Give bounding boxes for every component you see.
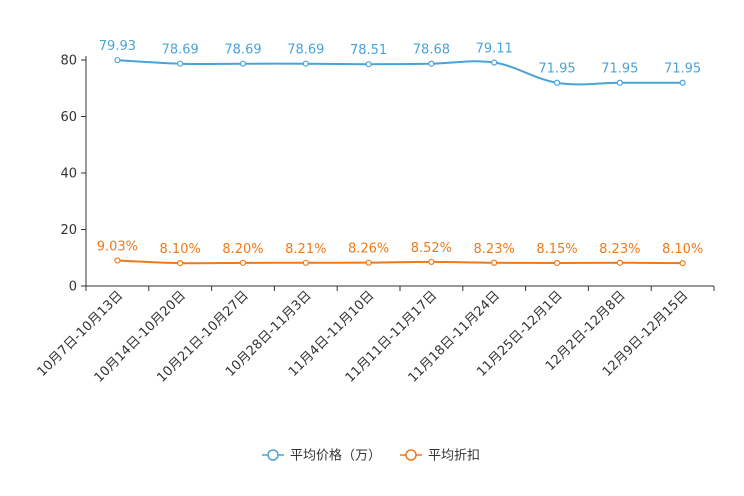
data-point: [428, 258, 435, 266]
y-tick-label: 20: [60, 223, 77, 238]
series-lines: [114, 57, 686, 267]
y-tick-label: 80: [60, 54, 77, 69]
data-label: 8.21%: [285, 242, 326, 257]
data-label: 8.10%: [160, 242, 201, 257]
data-label: 8.52%: [411, 241, 452, 256]
data-point: [114, 257, 121, 264]
data-point: [302, 60, 309, 67]
data-point: [616, 79, 623, 86]
data-label: 79.11: [476, 42, 513, 57]
data-label: 79.93: [99, 39, 136, 54]
data-label: 8.20%: [222, 242, 263, 257]
data-label: 71.95: [538, 62, 575, 77]
data-point: [177, 260, 184, 267]
data-label: 8.10%: [662, 242, 703, 257]
data-point: [239, 259, 247, 266]
data-point: [365, 61, 372, 68]
data-label: 78.68: [413, 43, 450, 58]
data-label: 71.95: [664, 62, 701, 77]
data-point: [679, 260, 686, 267]
legend-item-0[interactable]: 平均价格（万）: [262, 448, 381, 464]
data-label: 78.69: [224, 43, 261, 58]
data-point: [239, 60, 247, 67]
data-point: [428, 60, 435, 67]
data-point: [679, 79, 686, 86]
legend-label: 平均价格（万）: [290, 448, 381, 464]
legend-item-1[interactable]: 平均折扣: [400, 449, 480, 464]
data-label: 8.23%: [599, 242, 640, 257]
data-label: 9.03%: [97, 239, 138, 254]
legend[interactable]: 平均价格（万） 平均折扣: [262, 448, 480, 464]
data-label: 8.23%: [474, 242, 515, 257]
series-line-0: [117, 59, 683, 86]
y-axis-ticks: 0 20 40 60 80: [60, 54, 86, 295]
y-tick-label: 60: [60, 110, 77, 125]
data-label: 78.69: [162, 43, 199, 58]
data-point: [491, 259, 498, 266]
data-point: [302, 259, 309, 266]
x-axis-categories: 10月7日-10月13日10月14日-10月20日10月21日-10月27日10…: [35, 286, 715, 386]
data-label: 8.26%: [348, 242, 389, 257]
data-point: [365, 259, 372, 266]
data-label: 78.51: [350, 43, 387, 58]
data-label: 78.69: [287, 43, 324, 58]
series-line-1: [117, 259, 683, 265]
data-label: 8.15%: [536, 242, 577, 257]
data-point: [177, 60, 184, 67]
data-point: [491, 59, 498, 66]
legend-circle-icon: [267, 449, 279, 461]
legend-circle-icon: [405, 449, 417, 461]
data-point: [553, 79, 561, 86]
y-tick-label: 40: [60, 167, 77, 182]
data-point: [616, 259, 623, 266]
data-point: [114, 57, 121, 64]
data-labels: 79.93 78.69 78.69 78.69 78.51 78.68 79.11 71.95…: [97, 39, 704, 257]
data-label: 71.95: [601, 62, 638, 77]
data-point: [553, 259, 561, 267]
legend-label: 平均折扣: [428, 449, 480, 464]
y-tick-label: 0: [69, 280, 77, 295]
